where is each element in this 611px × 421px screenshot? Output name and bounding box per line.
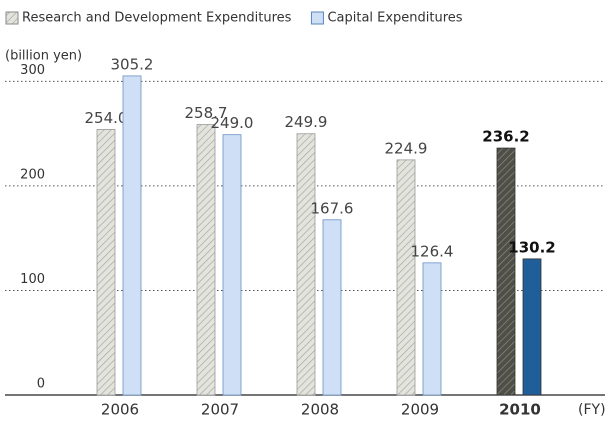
bar <box>422 262 442 396</box>
bar <box>96 129 116 396</box>
y-tick-label: 200 <box>20 167 45 182</box>
bar <box>396 159 416 396</box>
data-label: 167.6 <box>311 199 354 217</box>
y-axis-label: (billion yen) <box>5 49 82 64</box>
y-tick-label: 100 <box>20 272 45 287</box>
y-tick-label: 0 <box>37 377 45 392</box>
x-tick-label: 2010 <box>499 401 541 419</box>
bar <box>322 219 342 396</box>
legend-label: Research and Development Expenditures <box>22 11 292 26</box>
legend-swatch <box>310 11 324 25</box>
bar <box>496 147 516 396</box>
legend-label: Capital Expenditures <box>327 11 462 26</box>
data-label: 305.2 <box>111 55 154 73</box>
data-label: 249.0 <box>211 114 254 132</box>
x-tick-label: 2008 <box>301 401 339 419</box>
data-label: 254.0 <box>85 109 128 127</box>
y-tick-label: 300 <box>20 63 45 78</box>
bar <box>196 124 216 396</box>
data-label: 126.4 <box>411 242 454 260</box>
x-axis-label: (FY) <box>578 402 606 418</box>
data-label: 258.7 <box>185 104 228 122</box>
x-tick-label: 2009 <box>401 401 439 419</box>
bar <box>296 133 316 396</box>
bar <box>522 258 542 396</box>
legend-swatch <box>5 11 19 25</box>
bar <box>222 134 242 396</box>
data-label: 236.2 <box>482 128 529 146</box>
bar <box>122 75 142 396</box>
data-label: 224.9 <box>385 139 428 157</box>
x-tick-label: 2007 <box>201 401 239 419</box>
x-tick-label: 2006 <box>101 401 139 419</box>
data-label: 249.9 <box>285 113 328 131</box>
data-label: 130.2 <box>508 238 555 256</box>
